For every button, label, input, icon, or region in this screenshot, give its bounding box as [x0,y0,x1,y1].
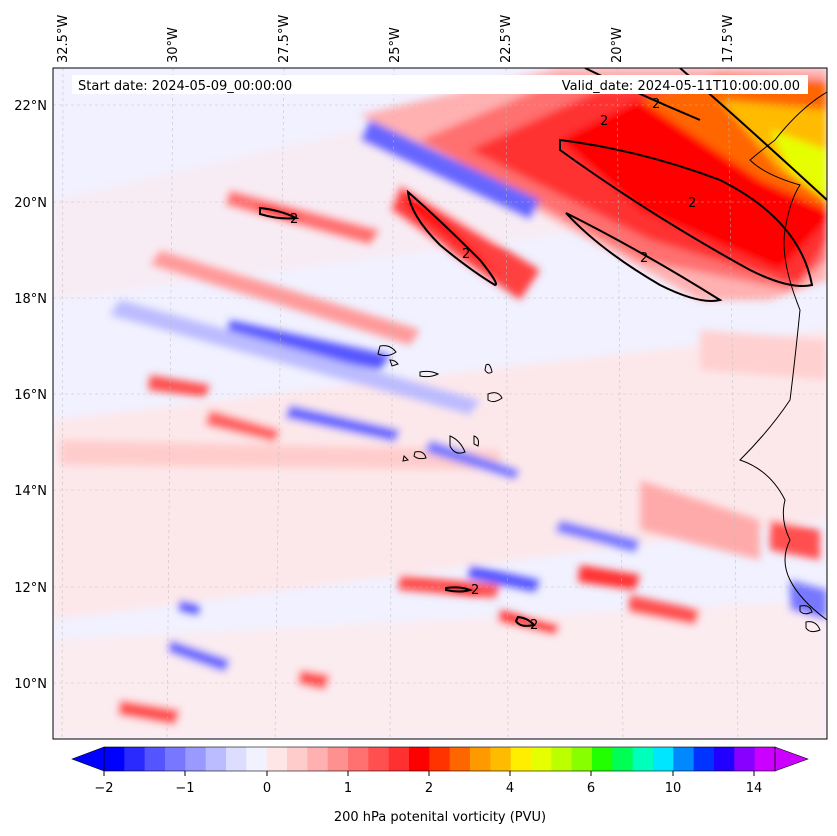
map-panel: 2 2 2 2 2 2 2 2 Start date: 2024-05-09 [53,68,827,739]
colorbar-cell [510,747,532,771]
colorbar-cell [693,747,715,771]
colorbar-cell [266,747,288,771]
longitude-labels: 32.5°W 30°W 27.5°W 25°W 22.5°W 20°W 17.5… [56,15,736,63]
contour-labels: 2 2 2 2 2 2 2 2 [290,97,696,633]
valid-date-label: Valid_date: 2024-05-11T10:00:00.00 [562,79,800,94]
colorbar-extend-max [774,746,809,772]
colorbar-tick-labels: −2 −1 0 1 2 4 6 10 14 [94,781,762,796]
colorbar-cell [348,747,369,771]
colorbar-tick-label: 4 [506,781,514,796]
colorbar-cell [734,747,756,771]
colorbar-tick-label: 1 [344,781,352,796]
colorbar-cell [124,747,146,771]
lon-label: 27.5°W [277,15,292,63]
colorbar-cell [327,747,349,771]
colorbar-cells [104,747,776,771]
colorbar-cell [571,747,593,771]
contour-label: 2 [688,196,696,211]
colorbar-cell [714,747,735,771]
lon-label: 17.5°W [721,15,736,63]
lon-label: 30°W [166,27,181,63]
colorbar-cell [754,747,776,771]
colorbar-frame [103,746,776,772]
lat-label: 12°N [14,581,47,596]
colorbar-tick-label: −2 [94,781,113,796]
contour-label: 2 [530,618,538,633]
colorbar-cell [409,747,430,771]
colorbar-cell [673,747,695,771]
lon-label: 25°W [388,27,403,63]
coastlines [377,91,827,633]
header-strip [72,75,808,94]
lat-label: 10°N [14,677,47,692]
colorbar-cell [531,747,552,771]
colorbar-label: 200 hPa potenital vorticity (PVU) [334,810,546,825]
colorbar-cell [287,747,308,771]
colorbar-cell [165,747,186,771]
lon-label: 22.5°W [499,15,514,63]
colorbar-cell [592,747,613,771]
map-frame [52,67,828,740]
colorbar-cell [632,747,654,771]
colorbar-tick-label: 0 [263,781,271,796]
colorbar-cell [653,747,674,771]
vorticity-field [53,68,827,739]
colorbar-cell [388,747,410,771]
contour-label: 2 [652,97,660,112]
colorbar-cell [368,747,390,771]
start-date-label: Start date: 2024-05-09_00:00:00 [78,79,292,94]
contour-label: 2 [640,251,648,266]
colorbar-cell [226,747,247,771]
colorbar-cell [144,747,166,771]
colorbar-extend-min [71,746,105,772]
colorbar-tick-label: 6 [587,781,595,796]
lon-label: 20°W [610,27,625,63]
colorbar-cell [429,747,451,771]
lon-label: 32.5°W [56,15,71,63]
colorbar-cell [246,747,268,771]
colorbar-cell [470,747,491,771]
colorbar-cell [490,747,512,771]
lat-label: 14°N [14,484,47,499]
lat-label: 18°N [14,292,47,307]
colorbar-cell [185,747,207,771]
graticule [53,68,827,739]
latitude-labels: 22°N 20°N 18°N 16°N 14°N 12°N 10°N [14,99,47,692]
colorbar-cell [205,747,227,771]
lat-label: 20°N [14,196,47,211]
contour-label: 2 [290,212,298,227]
contour-label: 2 [600,114,608,129]
colorbar-tick-label: 14 [746,781,763,796]
contour-label: 2 [471,583,479,598]
colorbar: −2 −1 0 1 2 4 6 10 14 200 hPa potenital … [71,746,809,825]
colorbar-cell [104,747,125,771]
lat-label: 16°N [14,388,47,403]
lat-label: 22°N [14,99,47,114]
colorbar-tick-label: −1 [175,781,194,796]
colorbar-tick-label: 10 [665,781,682,796]
colorbar-cell [307,747,329,771]
colorbar-cell [551,747,573,771]
colorbar-cell [449,747,471,771]
colorbar-ticks [103,771,755,776]
colorbar-tick-label: 2 [425,781,433,796]
contour-label: 2 [462,247,470,262]
colorbar-cell [612,747,634,771]
